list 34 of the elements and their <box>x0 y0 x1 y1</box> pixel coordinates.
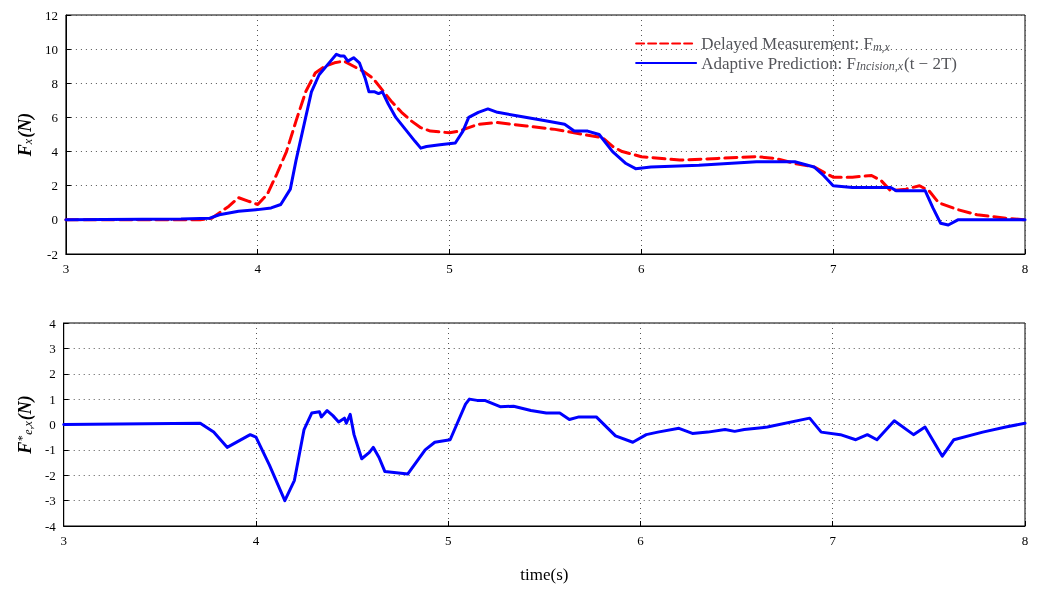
y-tick-label: -2 <box>47 246 58 262</box>
y-tick-label: 4 <box>51 144 59 160</box>
y-tick-label: 2 <box>51 178 58 194</box>
y-tick-label: 0 <box>51 212 58 228</box>
y-tick-label: 8 <box>51 75 58 91</box>
legend-label: Adaptive Prediction: FIncision,x(t − 2T) <box>701 53 958 73</box>
y-tick-label: 12 <box>44 7 58 23</box>
x-tick-label: 4 <box>252 533 260 548</box>
y-tick-label: 1 <box>49 391 56 407</box>
y-tick-label: 6 <box>51 109 59 125</box>
y-tick-label: 4 <box>49 315 57 331</box>
y-tick-label: 2 <box>49 366 56 382</box>
y-tick-label: -2 <box>44 467 56 483</box>
x-tick-label: 4 <box>254 261 262 276</box>
y-tick-label: 3 <box>49 340 56 356</box>
x-axis-title: time(s) <box>520 565 569 584</box>
y-tick-label: -4 <box>44 518 57 534</box>
x-tick-label: 6 <box>638 261 646 276</box>
x-tick-label: 5 <box>446 261 453 276</box>
y-tick-label: -3 <box>44 493 56 509</box>
x-tick-label: 7 <box>829 261 837 276</box>
x-tick-label: 8 <box>1021 261 1029 276</box>
x-tick-label: 7 <box>829 533 837 548</box>
y-tick-label: 0 <box>49 417 56 432</box>
legend-label: Delayed Measurement: Fm,x <box>701 34 891 54</box>
y-tick-label: -1 <box>44 442 56 458</box>
x-tick-label: 6 <box>637 533 645 548</box>
y-tick-label: 10 <box>44 41 58 57</box>
y-axis-title: F*e,x(N) <box>15 395 36 455</box>
x-tick-label: 5 <box>444 533 452 548</box>
x-tick-label: 3 <box>62 261 70 276</box>
x-tick-label: 8 <box>1021 533 1029 548</box>
line-series <box>62 397 1027 503</box>
y-axis-title: Fx(N) <box>15 112 36 158</box>
